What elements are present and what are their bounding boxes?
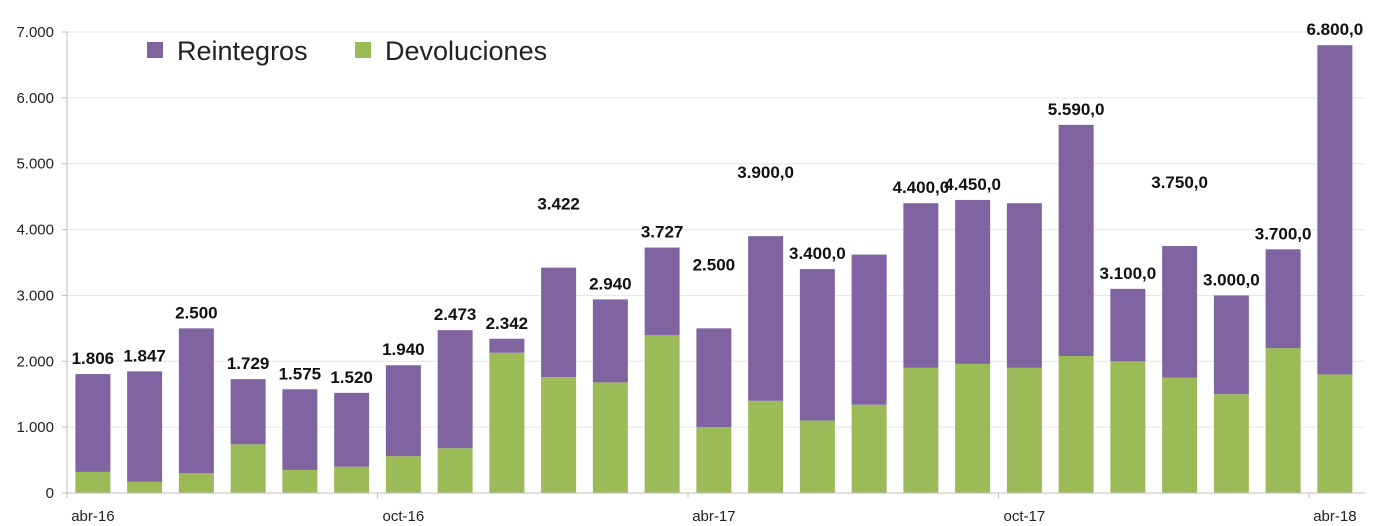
bar-segment-devoluciones bbox=[903, 367, 939, 493]
y-tick-label: 1.000 bbox=[16, 419, 54, 436]
bar-segment-reintegros bbox=[955, 199, 991, 364]
bar-segment-reintegros bbox=[1317, 45, 1353, 375]
bar-segment-reintegros bbox=[75, 374, 111, 472]
bar-segment-devoluciones bbox=[489, 352, 525, 493]
bar-segment-reintegros bbox=[696, 328, 732, 428]
bar-segment-devoluciones bbox=[334, 466, 370, 493]
bar-segment-devoluciones bbox=[230, 444, 266, 493]
bar-segment-devoluciones bbox=[696, 427, 732, 493]
bar-segment-reintegros bbox=[127, 371, 163, 482]
x-tick-label: abr-18 bbox=[1313, 508, 1356, 525]
total-label: 3.750,0 bbox=[1151, 173, 1208, 192]
bar-segment-devoluciones bbox=[592, 382, 628, 493]
total-label: 1.806 bbox=[72, 349, 115, 368]
bar-segment-reintegros bbox=[748, 236, 784, 401]
y-tick-label: 2.000 bbox=[16, 353, 54, 370]
total-label: 3.422 bbox=[537, 195, 580, 214]
bar-segment-reintegros bbox=[592, 299, 628, 383]
legend-label-reintegros: Reintegros bbox=[177, 36, 308, 66]
bar-segment-devoluciones bbox=[1265, 348, 1301, 493]
total-label: 4.400,0 bbox=[893, 178, 950, 197]
bar-segment-devoluciones bbox=[851, 404, 887, 493]
total-label: 3.700,0 bbox=[1255, 224, 1312, 243]
labels-layer: 1.806 1.847 2.500 1.729 1.575 1.520 1.940 2.473… bbox=[72, 20, 1364, 387]
grid-layer bbox=[67, 31, 1365, 428]
y-tick-label: 0 bbox=[46, 485, 54, 502]
bar-segment-reintegros bbox=[1213, 295, 1249, 395]
x-tick-label: abr-17 bbox=[692, 508, 735, 525]
bar-segment-devoluciones bbox=[799, 420, 835, 493]
bar-segment-reintegros bbox=[644, 247, 680, 335]
bar-segment-reintegros bbox=[178, 328, 214, 474]
bar-segment-reintegros bbox=[1006, 203, 1042, 368]
total-label: 1.940 bbox=[382, 340, 425, 359]
bars-layer bbox=[75, 45, 1353, 493]
legend-swatch-reintegros bbox=[147, 42, 163, 58]
bar-segment-reintegros bbox=[799, 269, 835, 421]
bar-segment-reintegros bbox=[1110, 288, 1146, 362]
total-label: 3.000,0 bbox=[1203, 270, 1260, 289]
bar-segment-devoluciones bbox=[644, 334, 680, 493]
bar-segment-reintegros bbox=[541, 267, 577, 378]
bar-segment-devoluciones bbox=[1213, 394, 1249, 493]
y-tick-label: 3.000 bbox=[16, 287, 54, 304]
total-label: 6.800,0 bbox=[1307, 20, 1364, 39]
legend-label-devoluciones: Devoluciones bbox=[385, 36, 547, 66]
bar-segment-reintegros bbox=[230, 379, 266, 445]
bar-segment-reintegros bbox=[1058, 124, 1094, 357]
bar-segment-reintegros bbox=[437, 330, 473, 449]
bar-segment-devoluciones bbox=[1317, 374, 1353, 493]
legend-swatch-devoluciones bbox=[355, 42, 371, 58]
bar-segment-devoluciones bbox=[178, 473, 214, 493]
y-tick-label: 4.000 bbox=[16, 222, 54, 239]
bar-segment-reintegros bbox=[385, 365, 421, 457]
bar-segment-devoluciones bbox=[955, 363, 991, 493]
total-label: 3.727 bbox=[641, 223, 684, 242]
axis-layer: 0 1.000 2.000 3.000 4.000 5.000 6.000 7.000 abr-… bbox=[16, 24, 1365, 525]
bar-segment-reintegros bbox=[334, 392, 370, 467]
total-label: 1.847 bbox=[123, 346, 166, 365]
total-label: 2.500 bbox=[693, 255, 736, 274]
x-tick-label: oct-17 bbox=[1004, 508, 1046, 525]
total-label: 3.400,0 bbox=[789, 244, 846, 263]
bar-segment-devoluciones bbox=[1110, 361, 1146, 493]
bar-segment-devoluciones bbox=[282, 469, 318, 493]
bar-segment-devoluciones bbox=[1058, 356, 1094, 493]
total-label: 4.450,0 bbox=[944, 175, 1001, 194]
bar-segment-devoluciones bbox=[437, 448, 473, 493]
bar-segment-reintegros bbox=[903, 203, 939, 368]
bar-segment-devoluciones bbox=[748, 400, 784, 493]
bar-segment-reintegros bbox=[282, 389, 318, 470]
bar-segment-devoluciones bbox=[127, 481, 163, 493]
total-label: 2.500 bbox=[175, 303, 218, 322]
y-tick-label: 6.000 bbox=[16, 90, 54, 107]
total-label: 1.575 bbox=[279, 364, 322, 383]
legend: Reintegros Devoluciones bbox=[147, 36, 547, 66]
x-tick-label: oct-16 bbox=[383, 508, 425, 525]
x-tick-label: abr-16 bbox=[71, 508, 114, 525]
y-tick-label: 5.000 bbox=[16, 156, 54, 173]
total-label: 3.100,0 bbox=[1100, 264, 1157, 283]
total-label: 3.900,0 bbox=[737, 163, 794, 182]
total-label: 2.342 bbox=[486, 314, 529, 333]
bar-segment-devoluciones bbox=[1006, 367, 1042, 493]
bar-segment-reintegros bbox=[851, 254, 887, 405]
total-label: 1.729 bbox=[227, 354, 270, 373]
bar-segment-devoluciones bbox=[1162, 377, 1198, 493]
bar-segment-devoluciones bbox=[541, 377, 577, 493]
total-label: 5.590,0 bbox=[1048, 100, 1105, 119]
bar-segment-reintegros bbox=[1162, 246, 1198, 378]
total-label: 2.940 bbox=[589, 274, 632, 293]
bar-segment-devoluciones bbox=[75, 471, 111, 493]
total-label: 1.520 bbox=[330, 368, 373, 387]
total-label: 2.473 bbox=[434, 305, 477, 324]
y-tick-label: 7.000 bbox=[16, 24, 54, 41]
bar-segment-reintegros bbox=[1265, 249, 1301, 349]
bar-segment-devoluciones bbox=[385, 456, 421, 493]
bar-segment-reintegros bbox=[489, 338, 525, 353]
